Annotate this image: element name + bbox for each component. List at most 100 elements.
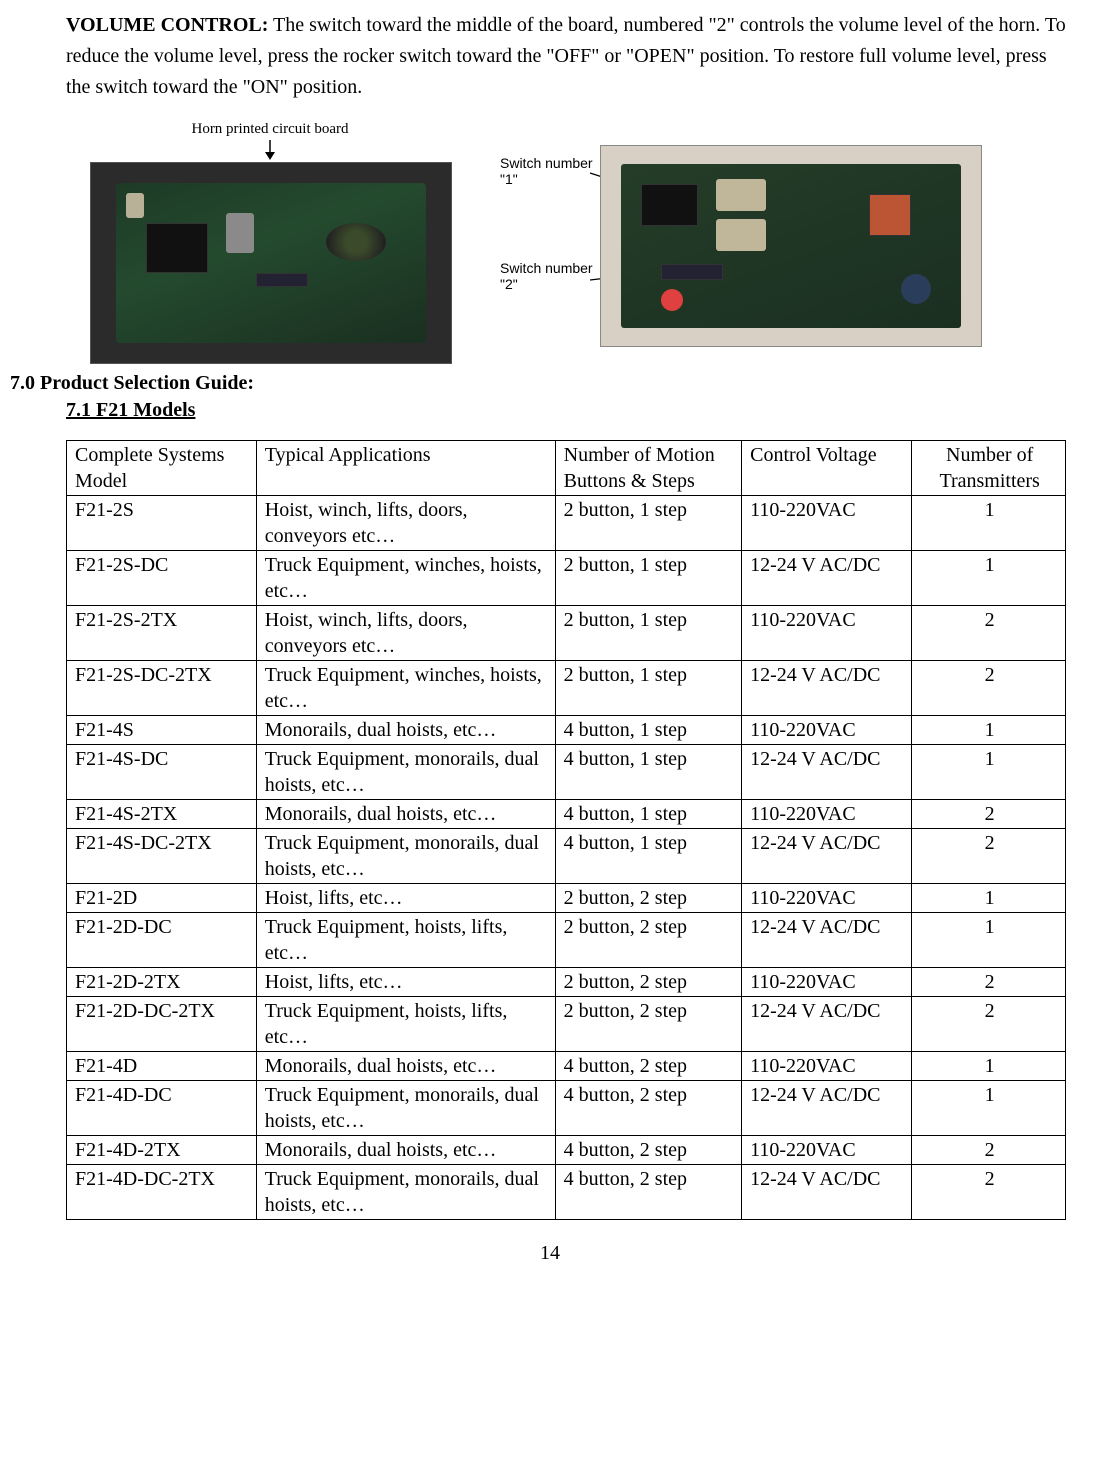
figure-left-caption: Horn printed circuit board bbox=[90, 121, 450, 138]
table-cell: 1 bbox=[912, 551, 1066, 606]
table-cell: 110-220VAC bbox=[742, 800, 912, 829]
table-cell: F21-2D bbox=[67, 884, 257, 913]
table-cell: F21-2D-2TX bbox=[67, 968, 257, 997]
table-row: F21-4D-DCTruck Equipment, monorails, dua… bbox=[67, 1081, 1066, 1136]
table-cell: 110-220VAC bbox=[742, 716, 912, 745]
table-cell: 2 button, 1 step bbox=[555, 551, 741, 606]
table-cell: 12-24 V AC/DC bbox=[742, 1165, 912, 1220]
table-cell: Monorails, dual hoists, etc… bbox=[256, 800, 555, 829]
table-cell: F21-4D-DC-2TX bbox=[67, 1165, 257, 1220]
table-row: F21-2D-2TXHoist, lifts, etc…2 button, 2 … bbox=[67, 968, 1066, 997]
table-cell: Truck Equipment, hoists, lifts, etc… bbox=[256, 913, 555, 968]
table-cell: 4 button, 2 step bbox=[555, 1165, 741, 1220]
table-cell: 1 bbox=[912, 745, 1066, 800]
table-cell: Hoist, lifts, etc… bbox=[256, 884, 555, 913]
table-row: F21-4DMonorails, dual hoists, etc…4 butt… bbox=[67, 1052, 1066, 1081]
table-cell: Monorails, dual hoists, etc… bbox=[256, 1136, 555, 1165]
table-cell: 4 button, 1 step bbox=[555, 745, 741, 800]
table-cell: 2 bbox=[912, 968, 1066, 997]
table-cell: 110-220VAC bbox=[742, 1136, 912, 1165]
table-cell: 2 bbox=[912, 1165, 1066, 1220]
table-cell: 4 button, 2 step bbox=[555, 1081, 741, 1136]
table-cell: 110-220VAC bbox=[742, 968, 912, 997]
table-cell: 12-24 V AC/DC bbox=[742, 997, 912, 1052]
arrow-down-icon bbox=[90, 140, 450, 160]
table-cell: 1 bbox=[912, 1081, 1066, 1136]
table-cell: 12-24 V AC/DC bbox=[742, 551, 912, 606]
table-cell: Truck Equipment, monorails, dual hoists,… bbox=[256, 745, 555, 800]
table-cell: 110-220VAC bbox=[742, 884, 912, 913]
table-row: F21-2DHoist, lifts, etc…2 button, 2 step… bbox=[67, 884, 1066, 913]
table-cell: 4 button, 2 step bbox=[555, 1052, 741, 1081]
table-cell: F21-2S-DC bbox=[67, 551, 257, 606]
table-cell: 4 button, 1 step bbox=[555, 800, 741, 829]
table-row: F21-4D-2TXMonorails, dual hoists, etc…4 … bbox=[67, 1136, 1066, 1165]
table-cell: Hoist, lifts, etc… bbox=[256, 968, 555, 997]
th-transmitters: Number of Transmitters bbox=[912, 441, 1066, 496]
section-heading: 7.0 Product Selection Guide: bbox=[10, 372, 1090, 395]
table-cell: 4 button, 1 step bbox=[555, 716, 741, 745]
table-cell: 2 bbox=[912, 829, 1066, 884]
table-cell: F21-4D-DC bbox=[67, 1081, 257, 1136]
table-cell: F21-4S-2TX bbox=[67, 800, 257, 829]
table-cell: 2 bbox=[912, 997, 1066, 1052]
table-row: F21-2S-2TXHoist, winch, lifts, doors, co… bbox=[67, 606, 1066, 661]
th-voltage: Control Voltage bbox=[742, 441, 912, 496]
table-row: F21-4S-2TXMonorails, dual hoists, etc…4 … bbox=[67, 800, 1066, 829]
table-row: F21-2D-DC-2TXTruck Equipment, hoists, li… bbox=[67, 997, 1066, 1052]
table-cell: 4 button, 2 step bbox=[555, 1136, 741, 1165]
table-cell: Truck Equipment, monorails, dual hoists,… bbox=[256, 1081, 555, 1136]
table-cell: Truck Equipment, winches, hoists, etc… bbox=[256, 661, 555, 716]
table-cell: 2 button, 2 step bbox=[555, 997, 741, 1052]
pcb-photo-right bbox=[600, 145, 982, 347]
table-cell: Truck Equipment, monorails, dual hoists,… bbox=[256, 829, 555, 884]
table-cell: F21-2D-DC bbox=[67, 913, 257, 968]
table-cell: 4 button, 1 step bbox=[555, 829, 741, 884]
subsection-heading: 7.1 F21 Models bbox=[66, 399, 1090, 422]
table-cell: F21-4D bbox=[67, 1052, 257, 1081]
table-row: F21-2D-DCTruck Equipment, hoists, lifts,… bbox=[67, 913, 1066, 968]
table-cell: Monorails, dual hoists, etc… bbox=[256, 716, 555, 745]
table-cell: F21-4D-2TX bbox=[67, 1136, 257, 1165]
figure-left: Horn printed circuit board bbox=[90, 121, 450, 364]
table-cell: 12-24 V AC/DC bbox=[742, 661, 912, 716]
table-cell: 2 button, 1 step bbox=[555, 661, 741, 716]
pcb-photo-left bbox=[90, 162, 452, 364]
table-cell: 110-220VAC bbox=[742, 496, 912, 551]
table-cell: F21-4S-DC-2TX bbox=[67, 829, 257, 884]
table-cell: 2 button, 2 step bbox=[555, 913, 741, 968]
th-buttons: Number of Motion Buttons & Steps bbox=[555, 441, 741, 496]
table-cell: Truck Equipment, winches, hoists, etc… bbox=[256, 551, 555, 606]
table-row: F21-4SMonorails, dual hoists, etc…4 butt… bbox=[67, 716, 1066, 745]
table-cell: Monorails, dual hoists, etc… bbox=[256, 1052, 555, 1081]
spec-table: Complete Systems Model Typical Applicati… bbox=[66, 440, 1066, 1220]
th-model: Complete Systems Model bbox=[67, 441, 257, 496]
figures-row: Horn printed circuit board Switch number… bbox=[90, 121, 1090, 364]
table-header-row: Complete Systems Model Typical Applicati… bbox=[67, 441, 1066, 496]
table-cell: 2 bbox=[912, 800, 1066, 829]
table-row: F21-4S-DC-2TXTruck Equipment, monorails,… bbox=[67, 829, 1066, 884]
table-cell: 1 bbox=[912, 913, 1066, 968]
table-cell: 1 bbox=[912, 1052, 1066, 1081]
table-cell: 12-24 V AC/DC bbox=[742, 913, 912, 968]
table-cell: 12-24 V AC/DC bbox=[742, 829, 912, 884]
table-cell: 12-24 V AC/DC bbox=[742, 745, 912, 800]
table-cell: F21-2S-2TX bbox=[67, 606, 257, 661]
table-cell: 1 bbox=[912, 884, 1066, 913]
table-cell: 2 button, 1 step bbox=[555, 606, 741, 661]
table-cell: 12-24 V AC/DC bbox=[742, 1081, 912, 1136]
table-cell: F21-4S bbox=[67, 716, 257, 745]
table-cell: F21-4S-DC bbox=[67, 745, 257, 800]
th-applications: Typical Applications bbox=[256, 441, 555, 496]
table-cell: F21-2S-DC-2TX bbox=[67, 661, 257, 716]
table-row: F21-4S-DCTruck Equipment, monorails, dua… bbox=[67, 745, 1066, 800]
intro-lead: VOLUME CONTROL: bbox=[66, 14, 268, 36]
table-cell: F21-2D-DC-2TX bbox=[67, 997, 257, 1052]
intro-paragraph: VOLUME CONTROL: The switch toward the mi… bbox=[66, 10, 1070, 103]
table-cell: 110-220VAC bbox=[742, 1052, 912, 1081]
table-cell: Truck Equipment, monorails, dual hoists,… bbox=[256, 1165, 555, 1220]
table-row: F21-2S-DC-2TXTruck Equipment, winches, h… bbox=[67, 661, 1066, 716]
table-cell: Hoist, winch, lifts, doors, conveyors et… bbox=[256, 606, 555, 661]
table-cell: 2 button, 1 step bbox=[555, 496, 741, 551]
table-cell: 1 bbox=[912, 496, 1066, 551]
